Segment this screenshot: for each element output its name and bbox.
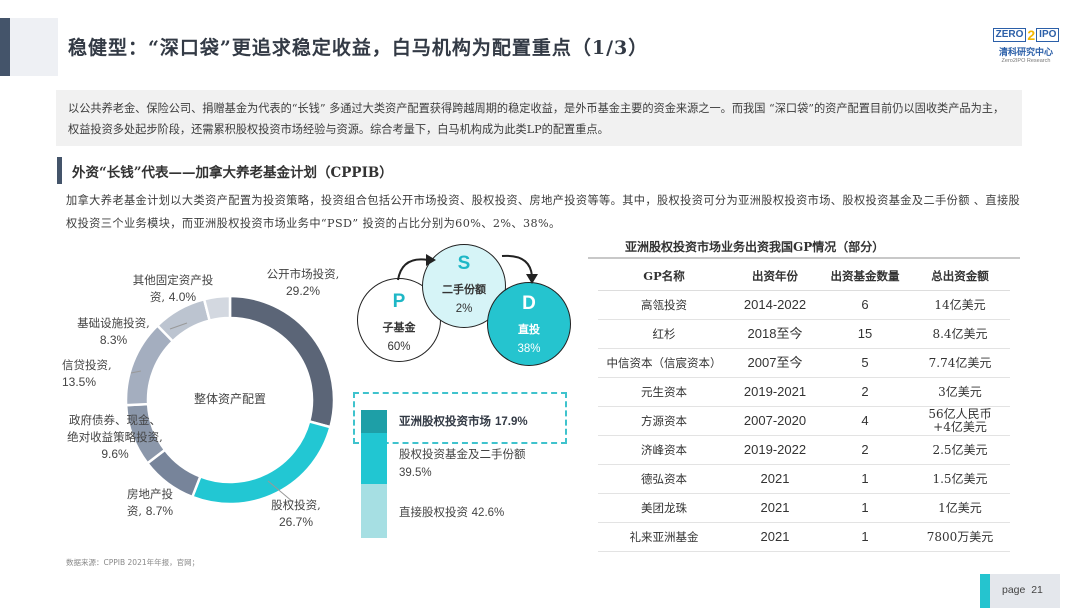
table-row: 中信资本（信宸资本） 2007至今 5 7.74亿美元 xyxy=(598,348,1010,378)
data-source-note: 数据来源：CPPIB 2021年年报，官网； xyxy=(66,558,200,567)
cell-fund-count: 2 xyxy=(820,435,910,465)
section-description: 加拿大养老基金计划以大类资产配置为投资策略，投资组合包括公开市场投资、股权投资、… xyxy=(66,194,1021,230)
cell-year: 2007至今 xyxy=(730,348,820,378)
cell-total-amount: 7800万美元 xyxy=(910,522,1010,552)
cell-total-amount: 2.5亿美元 xyxy=(910,435,1010,465)
logo-cn-text: 清科研究中心 xyxy=(998,48,1053,58)
cell-fund-count: 6 xyxy=(820,290,910,320)
col-total-amount: 总出资金额 xyxy=(910,262,1010,291)
gp-table: GP名称 出资年份 出资基金数量 总出资金额 高瓴投资 2014-2022 6 14亿… xyxy=(598,262,1010,552)
page-number-box xyxy=(990,574,1060,608)
cell-fund-count: 15 xyxy=(820,319,910,349)
cell-total-amount: 3亿美元 xyxy=(910,377,1010,407)
cell-year: 2021 xyxy=(730,464,820,494)
cell-year: 2021 xyxy=(730,522,820,552)
section-title: 外资“长钱”代表——加拿大养老基金计划（CPPIB） xyxy=(72,165,393,181)
donut-label-public-market: 公开市场投资, 29.2% xyxy=(266,267,340,298)
stack-label-asia-market: 亚洲股权投资市场 17.9% xyxy=(399,414,528,428)
cell-fund-count: 1 xyxy=(820,522,910,552)
table-row: 礼来亚洲基金 2021 1 7800万美元 xyxy=(598,522,1010,552)
cell-year: 2019-2021 xyxy=(730,377,820,407)
cell-year: 2019-2022 xyxy=(730,435,820,465)
table-row: 美团龙珠 2021 1 1亿美元 xyxy=(598,493,1010,523)
cell-year: 2007-2020 xyxy=(730,406,820,436)
asia-market-highlight-box xyxy=(353,392,567,444)
donut-slice xyxy=(228,294,336,429)
donut-label-gov-bonds: 政府债券、现金、 绝对收益策略投资, 9.6% xyxy=(67,413,163,461)
cell-total-amount: 1亿美元 xyxy=(910,493,1010,523)
table-row: 元生资本 2019-2021 2 3亿美元 xyxy=(598,377,1010,407)
cell-total-amount: 7.74亿美元 xyxy=(910,348,1010,378)
cell-gp-name: 方源资本 xyxy=(598,406,730,436)
gp-table-title: 亚洲股权投资市场业务出资我国GP情况（部分） xyxy=(625,240,885,254)
donut-slice xyxy=(190,419,332,506)
header-accent-bar xyxy=(0,18,10,76)
cell-fund-count: 5 xyxy=(820,348,910,378)
page-number: page 21 xyxy=(1002,584,1043,596)
table-header-row: GP名称 出资年份 出资基金数量 总出资金额 xyxy=(598,262,1010,291)
logo-ipo: IPO xyxy=(1036,28,1060,42)
header-accent-block xyxy=(10,18,58,76)
zero2ipo-logo: ZERO 2 IPO 清科研究中心 Zero2IPO Research xyxy=(990,28,1062,64)
donut-center-label: 整体资产配置 xyxy=(193,392,266,406)
logo-en-text: Zero2IPO Research xyxy=(1001,58,1051,64)
col-year: 出资年份 xyxy=(730,262,820,291)
cell-fund-count: 1 xyxy=(820,464,910,494)
cell-total-amount: 14亿美元 xyxy=(910,290,1010,320)
cell-fund-count: 2 xyxy=(820,377,910,407)
logo-two: 2 xyxy=(1027,27,1036,43)
psd-circle-d: D 直投 38% xyxy=(487,282,571,366)
cell-fund-count: 4 xyxy=(820,406,910,436)
col-fund-count: 出资基金数量 xyxy=(820,262,910,291)
stack-segment-asia-market xyxy=(361,410,387,433)
cell-year: 2021 xyxy=(730,493,820,523)
cell-gp-name: 红杉 xyxy=(598,319,730,349)
cell-gp-name: 礼来亚洲基金 xyxy=(598,522,730,552)
asset-allocation-donut-chart xyxy=(124,294,336,506)
table-row: 方源资本 2007-2020 4 56亿人民币 +4亿美元 xyxy=(598,406,1010,436)
cell-gp-name: 美团龙珠 xyxy=(598,493,730,523)
donut-label-other-fixed: 其他固定资产投 资, 4.0% xyxy=(132,273,214,304)
logo-zero: ZERO xyxy=(992,28,1027,42)
page-accent-bar xyxy=(980,574,990,608)
page-title: 稳健型：“深口袋”更追求稳定收益，白马机构为配置重点（1/3） xyxy=(68,37,649,59)
cell-year: 2014-2022 xyxy=(730,290,820,320)
cell-total-amount: 56亿人民币 +4亿美元 xyxy=(910,406,1010,436)
stack-segment-direct xyxy=(361,484,387,538)
col-gp-name: GP名称 xyxy=(598,262,730,291)
cell-gp-name: 济峰资本 xyxy=(598,435,730,465)
donut-label-real-estate: 房地产投 资, 8.7% xyxy=(126,487,174,518)
table-row: 红杉 2018至今 15 8.4亿美元 xyxy=(598,319,1010,349)
table-row: 德弘资本 2021 1 1.5亿美元 xyxy=(598,464,1010,494)
gp-table-top-rule xyxy=(588,257,1020,259)
cell-gp-name: 高瓴投资 xyxy=(598,290,730,320)
cell-total-amount: 1.5亿美元 xyxy=(910,464,1010,494)
cell-gp-name: 元生资本 xyxy=(598,377,730,407)
donut-label-equity: 股权投资, 26.7% xyxy=(271,498,321,529)
cell-gp-name: 德弘资本 xyxy=(598,464,730,494)
section-accent-bar xyxy=(57,157,62,184)
cell-total-amount: 8.4亿美元 xyxy=(910,319,1010,349)
psd-flow-arrows xyxy=(397,254,538,284)
intro-summary: 以公共养老金、保险公司、捐赠基金为代表的“长钱” 多通过大类资产配置获得跨越周期… xyxy=(56,90,1022,146)
stack-label-funds-secondary: 股权投资基金及二手份额 39.5% xyxy=(399,447,526,479)
donut-label-infrastructure: 基础设施投资, 8.3% xyxy=(77,316,150,347)
table-row: 高瓴投资 2014-2022 6 14亿美元 xyxy=(598,290,1010,320)
donut-label-credit: 信贷投资, 13.5% xyxy=(62,358,112,389)
cell-gp-name: 中信资本（信宸资本） xyxy=(598,348,730,378)
table-row: 济峰资本 2019-2022 2 2.5亿美元 xyxy=(598,435,1010,465)
cell-year: 2018至今 xyxy=(730,319,820,349)
stack-label-direct: 直接股权投资 42.6% xyxy=(399,505,505,519)
donut-slice xyxy=(202,294,232,323)
stack-segment-funds-secondary xyxy=(361,433,387,484)
cell-fund-count: 1 xyxy=(820,493,910,523)
